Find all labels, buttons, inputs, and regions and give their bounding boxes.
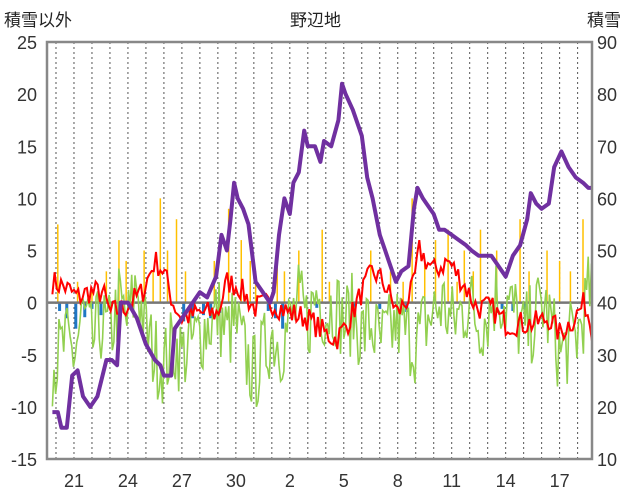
snow-depth-line	[52, 81, 592, 430]
y-right-tick-label: 30	[597, 346, 617, 366]
line-series	[51, 81, 593, 430]
temperature-change-bar	[182, 302, 186, 322]
y-left-tick-label: -5	[21, 346, 37, 366]
x-tick-label: 8	[393, 471, 403, 491]
x-tick-label: 14	[496, 471, 516, 491]
y-left-label: 積雪以外	[4, 11, 72, 30]
y-left-tick-label: 5	[27, 242, 37, 262]
y-right-tick-label: 70	[597, 137, 617, 157]
x-tick-label: 30	[226, 471, 246, 491]
x-tick-label: 24	[118, 471, 138, 491]
x-tick-label: 21	[64, 471, 84, 491]
plot-frame	[45, 40, 594, 461]
y-right-tick-label: 20	[597, 398, 617, 418]
temperature-change-bar	[99, 302, 103, 316]
temperature-change-bar	[191, 302, 195, 319]
grid-lines	[55, 42, 579, 459]
temperature-change-bar	[378, 302, 382, 309]
y-right-label: 積雪	[587, 11, 621, 30]
temperature-change-bar	[201, 302, 205, 316]
temperature-change-bar	[500, 302, 504, 309]
x-tick-label: 11	[442, 471, 461, 491]
x-tick-label: 17	[550, 471, 570, 491]
temperature-change-bar	[315, 302, 319, 308]
y-right-tick-label: 10	[597, 450, 617, 470]
y-right-tick-label: 90	[597, 33, 617, 53]
y-right-tick-label: 80	[597, 85, 617, 105]
temperature-change-bar	[74, 302, 78, 329]
x-tick-label: 2	[285, 471, 295, 491]
y-left-tick-label: -10	[11, 398, 37, 418]
y-left-tick-label: -15	[11, 450, 37, 470]
y-right-tick-label: 50	[597, 242, 617, 262]
y-right-tick-label: 60	[597, 189, 617, 209]
wind-line	[51, 256, 593, 408]
temperature-change-bar	[58, 302, 62, 311]
y-left-tick-label: 10	[17, 189, 37, 209]
x-tick-label: 27	[172, 471, 192, 491]
x-tick-label: 5	[339, 471, 349, 491]
temperature-line	[51, 239, 593, 350]
y-right-tick-label: 40	[597, 294, 617, 314]
chart-title: 野辺地	[290, 11, 341, 30]
y-left-tick-label: 0	[27, 294, 37, 314]
y-left-tick-label: 25	[17, 33, 37, 53]
y-left-tick-label: 20	[17, 85, 37, 105]
y-left-tick-label: 15	[17, 137, 37, 157]
temperature-change-bar	[266, 302, 270, 311]
temperature-change-bar	[83, 302, 87, 318]
